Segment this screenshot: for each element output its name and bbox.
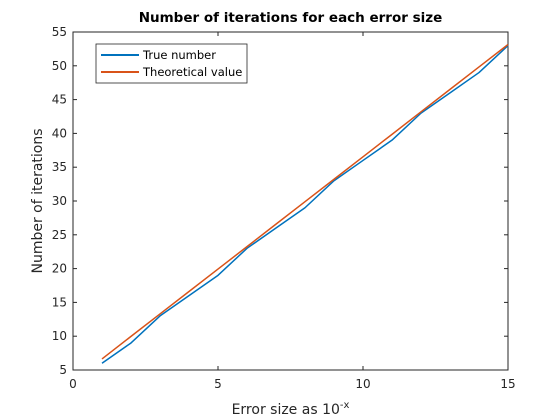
y-tick-label: 40 — [52, 126, 67, 140]
axes-box — [72, 31, 509, 371]
series-lines — [101, 43, 509, 364]
legend-label-theoretical-value: Theoretical value — [142, 65, 242, 79]
chart-title: Number of iterations for each error size — [139, 10, 443, 26]
x-tick-label: 0 — [69, 377, 77, 391]
plot-area — [72, 31, 509, 371]
y-tick-label: 45 — [52, 93, 67, 107]
y-tick-label: 55 — [52, 25, 67, 39]
y-tick-label: 30 — [52, 194, 67, 208]
x-tick-label: 15 — [500, 377, 515, 391]
x-tick-label: 5 — [214, 377, 222, 391]
series-line-1 — [101, 43, 509, 360]
x-tick-label: 10 — [355, 377, 370, 391]
y-tick-label: 35 — [52, 160, 67, 174]
legend: True number Theoretical value — [95, 43, 248, 84]
y-tick-label: 50 — [52, 59, 67, 73]
y-tick-label: 15 — [52, 295, 67, 309]
x-axis-label-superscript: -x — [340, 400, 350, 411]
y-axis-label: Number of iterations — [30, 128, 46, 273]
x-axis-label: Error size as 10-x — [232, 400, 350, 418]
legend-box — [95, 43, 248, 84]
legend-label-true-number: True number — [142, 48, 216, 62]
series-line-0 — [101, 44, 509, 364]
y-tick-label: 25 — [52, 228, 67, 242]
y-tick-label: 5 — [59, 363, 67, 377]
y-tick-label: 20 — [52, 262, 67, 276]
x-axis-label-text: Error size as 10 — [232, 402, 340, 418]
y-tick-label: 10 — [52, 329, 67, 343]
